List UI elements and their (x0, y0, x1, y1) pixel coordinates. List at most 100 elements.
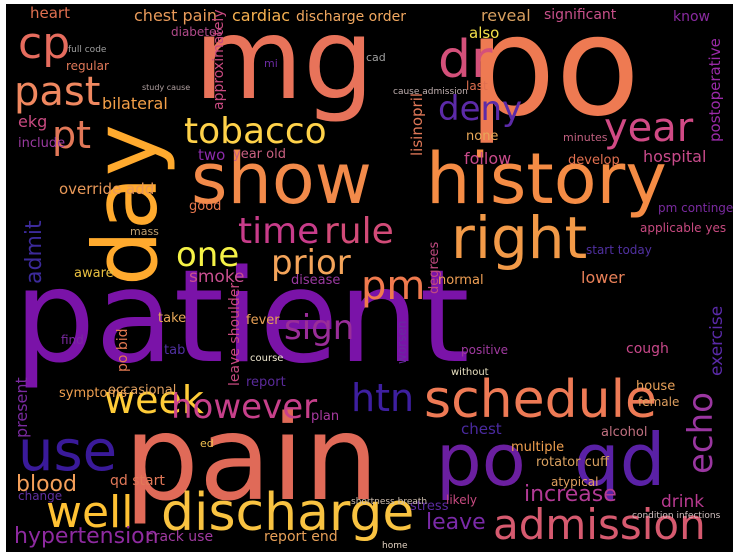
word-patient: patient (14, 243, 470, 392)
word-po: po (468, 4, 641, 147)
word-chest: female (638, 395, 680, 409)
word-positive: po bid (115, 328, 131, 372)
word-override-add: override add (59, 180, 155, 198)
word-study-cause: cause admission (393, 87, 468, 97)
word-schedule: schedule (424, 370, 658, 430)
word-discharge-order: discharge order (296, 9, 407, 25)
word-approximately: exercise (707, 305, 727, 376)
word-diabetes: diabetes (171, 25, 223, 39)
word-disease: disease (291, 273, 341, 288)
word-hospital: hospital (643, 147, 707, 166)
word-report-end: likely (446, 493, 478, 507)
word-change: atypical (551, 475, 599, 489)
word-exercise: report end (264, 529, 338, 545)
word-leave-shoulder: lisinopril (408, 92, 426, 156)
word-pt: pt (52, 113, 92, 157)
word-lisinopril: postoperative (706, 38, 724, 142)
word-chest-pressure: study cause (142, 83, 191, 92)
word-drink: qd start (110, 473, 165, 489)
word-discharge: discharge (161, 483, 415, 543)
word-show: show (191, 138, 372, 220)
word-pain: pain (124, 389, 379, 527)
word-qd: qd (574, 418, 666, 502)
word-worsen: minutes (563, 131, 608, 144)
word-develop: develop (568, 153, 620, 168)
word-shortness-breath: condition infections (632, 511, 721, 521)
word-tab: tab (164, 343, 186, 358)
word-prior: prior (271, 243, 351, 283)
word-significant: significant (544, 7, 617, 23)
word-atypical: rotator cuff (536, 455, 609, 470)
word-blood: blood (16, 472, 77, 497)
word-past: past (14, 69, 101, 115)
word-postoperative: present (12, 377, 31, 438)
word-minutes: mass (130, 225, 159, 238)
word-echo: echo (681, 392, 721, 474)
word-rule: rule (324, 211, 394, 252)
word-multiple: alcohol (601, 425, 648, 440)
word-admission: admission (493, 500, 706, 549)
word-present: crack use (146, 529, 214, 545)
word-last: applicable yes (640, 221, 727, 235)
word-hypertension: hypertension (14, 524, 159, 549)
word-cough: cough (626, 341, 669, 357)
word-mi: mi (264, 57, 278, 70)
word-cause-admission: shortness breath (351, 497, 428, 507)
word-include: include (18, 136, 66, 151)
word-report: leave shoulder (227, 282, 243, 386)
word-year-old: year old (233, 147, 286, 162)
word-deny: deny (438, 89, 523, 129)
word-know: know (673, 9, 710, 25)
word-bilateral: bilateral (102, 94, 168, 113)
word-ed: ed (200, 437, 214, 450)
word-cad: cad (366, 51, 386, 64)
word-dr: dr (438, 30, 493, 90)
word-condition-infections: home (382, 541, 408, 551)
word-sign: sign (284, 308, 355, 348)
word-cp: cp (18, 18, 71, 69)
word-year: year (604, 105, 694, 151)
word-take: take (158, 311, 187, 326)
word-history: history (426, 138, 667, 220)
word-good: good (189, 199, 222, 214)
word-regular: regular (66, 59, 109, 73)
word-po-bid: approximately (211, 9, 227, 110)
word-tobacco: tobacco (184, 111, 327, 152)
word-pm-contingent: course (250, 353, 284, 364)
word-likely: drink (661, 492, 705, 512)
word-leave: leave (426, 510, 486, 535)
word-without: worsen (395, 320, 409, 364)
word-smoke: smoke (189, 267, 245, 287)
word-start-today: start today (586, 243, 652, 257)
word-reveal: reveal (481, 6, 531, 25)
word-degrees: none (466, 129, 499, 144)
word-normal: normal (438, 273, 484, 288)
word-right: right (451, 204, 588, 272)
word-alcohol: house (636, 379, 676, 394)
word-two: two (198, 146, 226, 164)
word-increase: increase (524, 482, 617, 507)
word-htn: htn (351, 376, 415, 420)
word-also: also (469, 24, 500, 42)
word-female: plan (311, 409, 340, 424)
word-aware: aware (74, 266, 114, 281)
word-fever: fever (246, 313, 280, 328)
word-chest-pain: chest pain (134, 6, 218, 25)
word-follow: follow (464, 149, 512, 168)
word-week: week (104, 378, 204, 422)
word-day: day (74, 124, 177, 286)
word-house: occasional (108, 383, 177, 398)
word-mass: pm contingent (658, 201, 733, 215)
word-pm: pm (361, 263, 426, 309)
word-po-2: po (436, 418, 526, 502)
word-occasional: report (246, 375, 286, 390)
word-course: degrees (427, 241, 442, 294)
word-symptoms: positive (461, 343, 509, 357)
word-cardiac: cardiac (232, 6, 291, 25)
word-use: use (18, 419, 118, 484)
word-however: however (171, 387, 318, 427)
word-plan: symptoms (59, 386, 127, 401)
word-none: last (466, 79, 488, 93)
word-ekg: ekg (18, 112, 48, 131)
word-time: time (238, 211, 320, 252)
